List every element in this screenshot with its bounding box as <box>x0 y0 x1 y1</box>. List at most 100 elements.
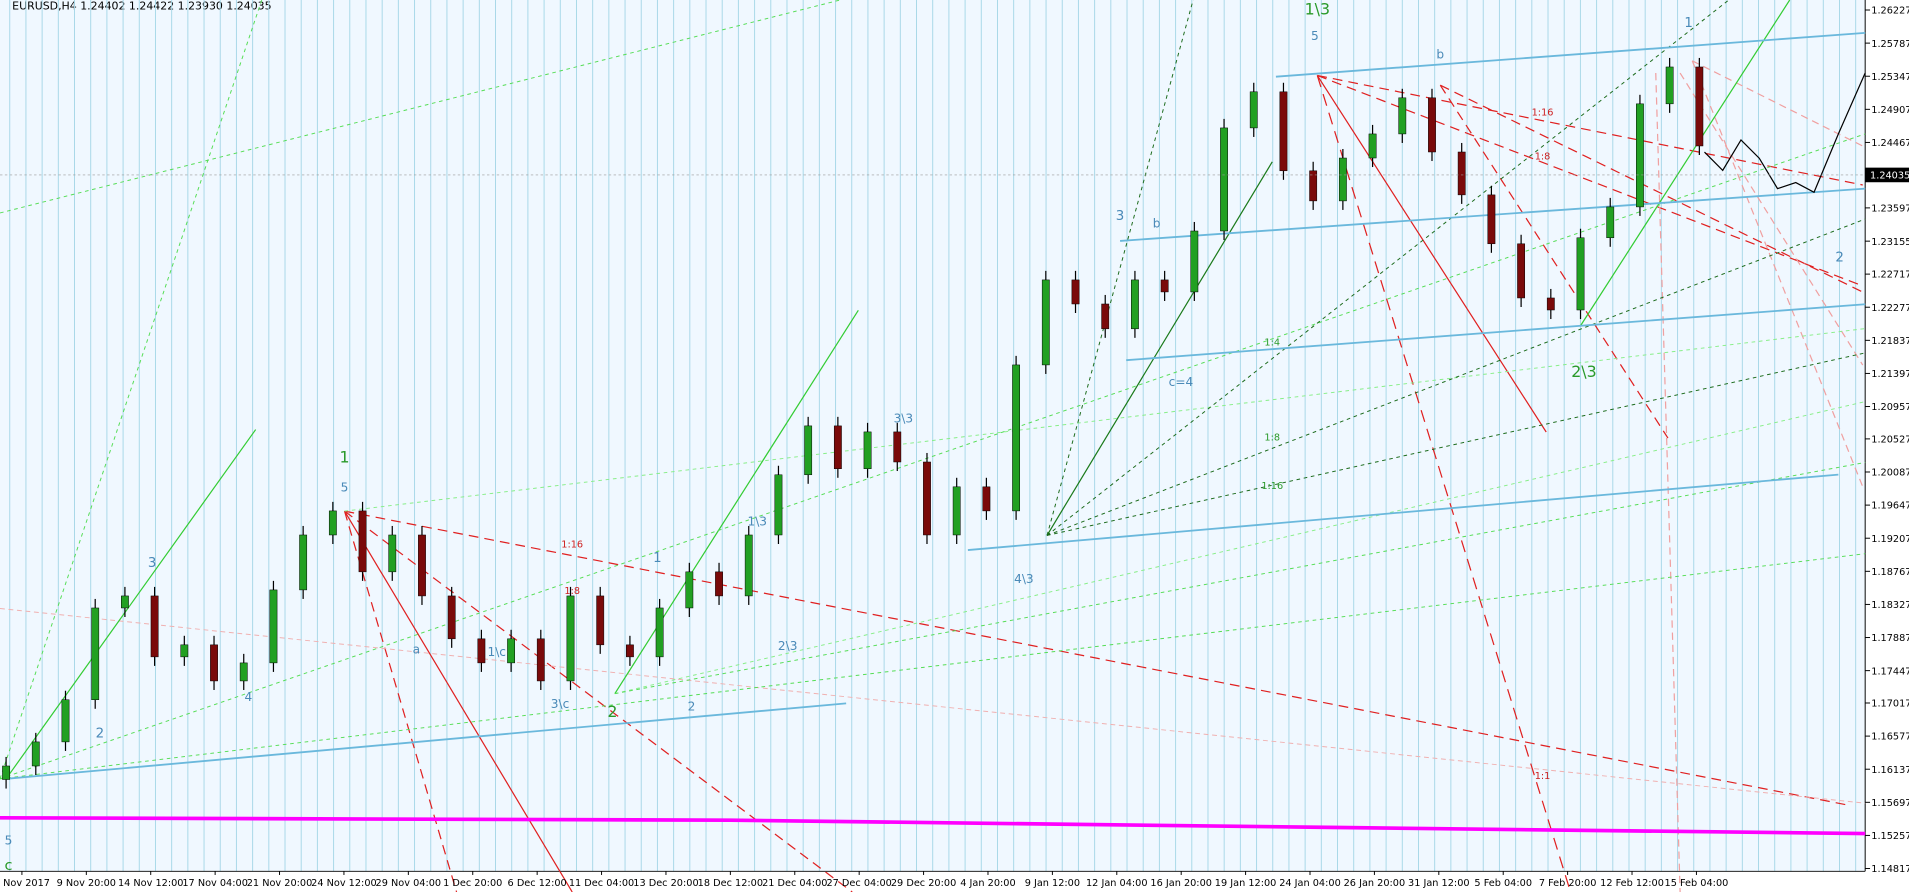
y-tick-label: 1.22717 <box>1871 270 1909 281</box>
x-tick-label: 18 Dec 12:00 <box>698 878 763 889</box>
candle-body <box>566 595 575 682</box>
x-tick-label: 24 Nov 12:00 <box>311 878 377 889</box>
y-tick-label: 1.20957 <box>1871 402 1909 413</box>
trend-line <box>1439 84 1669 439</box>
trend-line <box>0 0 841 214</box>
y-tick-label: 1.24907 <box>1871 105 1909 116</box>
wave-label: 3\3 <box>894 411 914 425</box>
trend-line <box>344 510 1851 807</box>
y-tick-label: 1.18767 <box>1871 567 1909 578</box>
wave-label: c <box>5 857 13 874</box>
candle-body <box>1131 279 1139 330</box>
y-tick-label: 1.24467 <box>1871 138 1909 149</box>
candle-body <box>596 595 605 646</box>
x-tick-label: 16 Jan 20:00 <box>1150 878 1212 889</box>
wave-label: 1\3 <box>747 515 767 529</box>
wave-label: 2\3 <box>1571 362 1596 381</box>
candle-body <box>1279 91 1288 172</box>
trend-line <box>1046 161 1273 536</box>
candle-body <box>923 461 931 536</box>
candle-body <box>1160 279 1169 293</box>
x-tick-label: 29 Nov 04:00 <box>376 878 442 889</box>
trend-line <box>0 0 263 779</box>
trend-line <box>1655 72 1681 892</box>
x-tick-label: 12 Jan 04:00 <box>1086 878 1148 889</box>
y-tick-label: 1.17447 <box>1871 666 1909 677</box>
y-tick-label: 1.19207 <box>1871 534 1909 545</box>
trend-line <box>1316 75 1572 892</box>
y-tick-label: 1.15697 <box>1871 798 1909 809</box>
candle-body <box>91 607 100 701</box>
x-tick-label: 14 Nov 12:00 <box>118 878 184 889</box>
candle-body <box>685 571 694 609</box>
wave-label: 2\3 <box>778 639 798 653</box>
wave-label: 5 <box>1311 29 1319 43</box>
candle-body <box>1695 66 1704 147</box>
wave-label: 1:16 <box>1261 481 1283 492</box>
candle-body <box>715 571 723 597</box>
candle-body <box>1546 297 1555 311</box>
x-tick-label: 17 Nov 04:00 <box>182 878 248 889</box>
wave-label: 1:8 <box>564 586 580 597</box>
candle-body <box>655 607 664 658</box>
trend-line <box>0 133 1866 780</box>
x-tick-label: 4 Jan 20:00 <box>960 878 1015 889</box>
candle-body <box>31 741 40 767</box>
last-price-box <box>1865 167 1909 183</box>
y-tick-label: 1.18327 <box>1871 600 1909 611</box>
candle-body <box>833 425 842 470</box>
trend-line <box>5 429 257 780</box>
candle-body <box>328 510 337 536</box>
trend-line <box>614 461 1866 695</box>
candle-body <box>536 638 545 682</box>
wave-label: 1 <box>340 447 350 466</box>
x-tick-label: 24 Jan 04:00 <box>1279 878 1341 889</box>
x-tick-label: 7 Feb 20:00 <box>1539 878 1597 889</box>
wave-label: 3\c <box>551 697 570 711</box>
y-tick-label: 1.17017 <box>1871 699 1909 710</box>
trend-line <box>614 401 1866 695</box>
y-tick-label: 1.25347 <box>1871 72 1909 83</box>
candle-body <box>239 662 248 682</box>
candle-body <box>358 510 367 573</box>
wave-label: 2 <box>688 700 696 714</box>
candle-body <box>447 595 456 640</box>
x-tick-label: 9 Jan 12:00 <box>1025 878 1080 889</box>
candle-body <box>150 595 159 658</box>
trend-line <box>1691 60 1864 487</box>
candle-body <box>1338 157 1347 202</box>
trend-line <box>344 510 573 892</box>
candle-body <box>1101 303 1110 330</box>
trend-line <box>344 510 853 892</box>
candle-body <box>952 486 961 536</box>
wave-label: 2 <box>96 726 105 741</box>
candle-body <box>61 699 70 743</box>
trend-line <box>614 309 859 694</box>
last-price-label: 1.24035 <box>1870 171 1909 182</box>
trend-line <box>6 702 847 780</box>
y-tick-label: 1.14817 <box>1871 864 1909 875</box>
x-tick-label: 13 Dec 20:00 <box>633 878 698 889</box>
wave-label: 4 <box>244 690 252 704</box>
y-tick-label: 1.19647 <box>1871 501 1909 512</box>
candle-body <box>1249 91 1258 129</box>
candle-body <box>1041 279 1050 366</box>
wave-label: 1:16 <box>561 540 583 551</box>
trend-line <box>0 607 1866 804</box>
candle-body <box>1398 97 1407 135</box>
y-tick-label: 1.20527 <box>1871 435 1909 446</box>
wave-label: 4\3 <box>1014 572 1034 586</box>
wave-label: 1\3 <box>1305 0 1330 19</box>
trend-line <box>1046 218 1866 536</box>
y-tick-label: 1.17887 <box>1871 633 1909 644</box>
candle-body <box>477 638 486 664</box>
wave-label: 5 <box>341 481 349 495</box>
candle-body <box>774 474 783 536</box>
y-tick-label: 1.15257 <box>1871 831 1909 842</box>
trend-line <box>1317 74 1863 287</box>
candle-body <box>1428 97 1436 153</box>
trend-line <box>967 473 1839 551</box>
candle-body <box>1665 66 1674 105</box>
candle-body <box>982 486 991 512</box>
trend-line <box>1316 75 1547 433</box>
